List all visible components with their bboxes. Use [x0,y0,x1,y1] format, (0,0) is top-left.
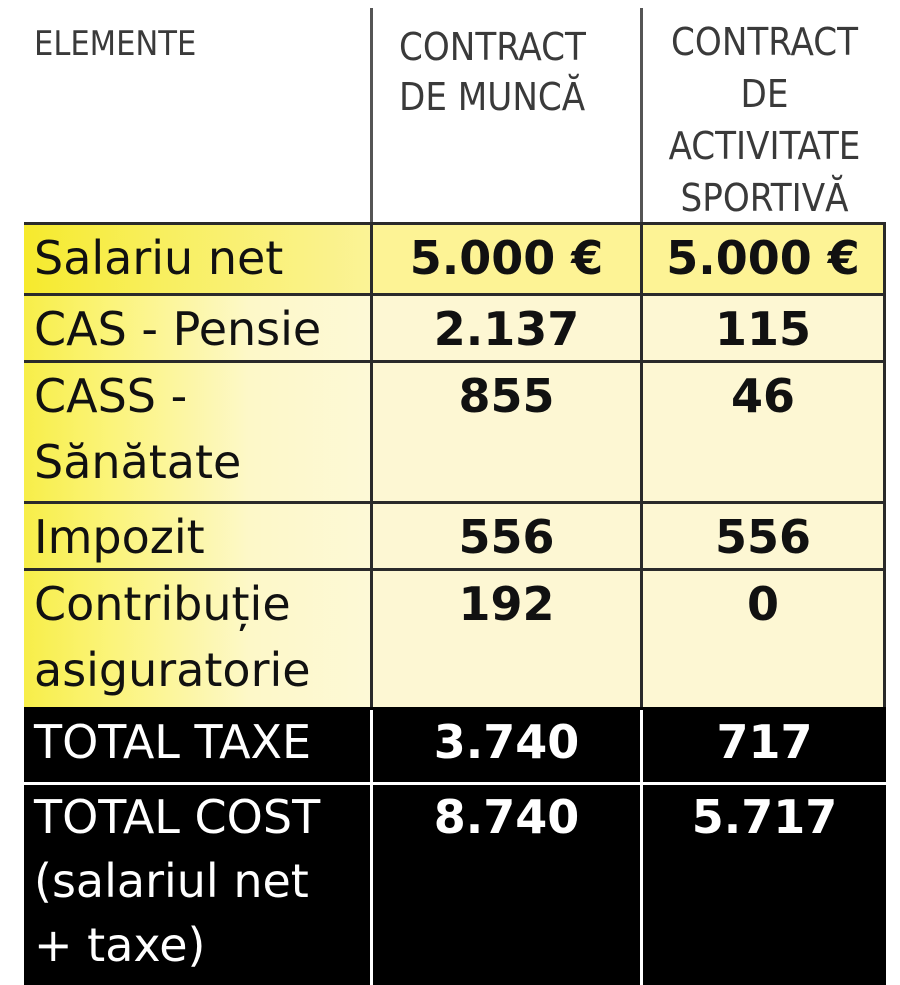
row-label: TOTAL TAXE [34,715,312,769]
header-elemente: ELEMENTE [34,24,197,64]
value-contract-sportiva: 556 [640,504,886,568]
table-row: CAS - Pensie 2.137 115 [24,293,886,360]
value-contract-munca: 5.000 € [370,225,640,293]
row-label: CASS - Sănătate [24,363,370,501]
row-label: Impozit [24,504,370,568]
value-contract-munca: 855 [370,363,640,501]
row-label: Salariu net [24,225,370,293]
value-contract-sportiva: 5.000 € [640,225,886,293]
value-contract-sportiva: 0 [640,571,886,707]
header-contract-munca: CONTRACT DE MUNCĂ [370,8,640,222]
table-row: CASS - Sănătate 855 46 [24,360,886,501]
header-row: ELEMENTE CONTRACT DE MUNCĂ CONTRACT DE A… [24,8,886,222]
value-contract-munca: 192 [370,571,640,707]
table-row: Contribuție asiguratorie 192 0 [24,568,886,707]
total-cost-row: TOTAL COST (salariul net + taxe) 8.740 5… [24,782,886,985]
value-contract-munca: 556 [370,504,640,568]
tax-comparison-table: ELEMENTE CONTRACT DE MUNCĂ CONTRACT DE A… [24,8,886,985]
header-contract-sportiva: CONTRACT DE ACTIVITATE SPORTIVĂ [640,8,886,222]
row-label: CAS - Pensie [24,296,370,360]
table-row: Impozit 556 556 [24,501,886,568]
value-contract-sportiva: 115 [640,296,886,360]
row-label: Contribuție asiguratorie [24,571,370,707]
total-taxe-row: TOTAL TAXE 3.740 717 [24,707,886,782]
row-label: TOTAL COST (salariul net + taxe) [34,790,321,972]
value-contract-sportiva: 717 [640,710,886,782]
value-contract-munca: 2.137 [370,296,640,360]
value-contract-munca: 3.740 [370,710,640,782]
value-contract-sportiva: 5.717 [640,785,886,985]
value-contract-munca: 8.740 [370,785,640,985]
value-contract-sportiva: 46 [640,363,886,501]
table-row: Salariu net 5.000 € 5.000 € [24,222,886,293]
